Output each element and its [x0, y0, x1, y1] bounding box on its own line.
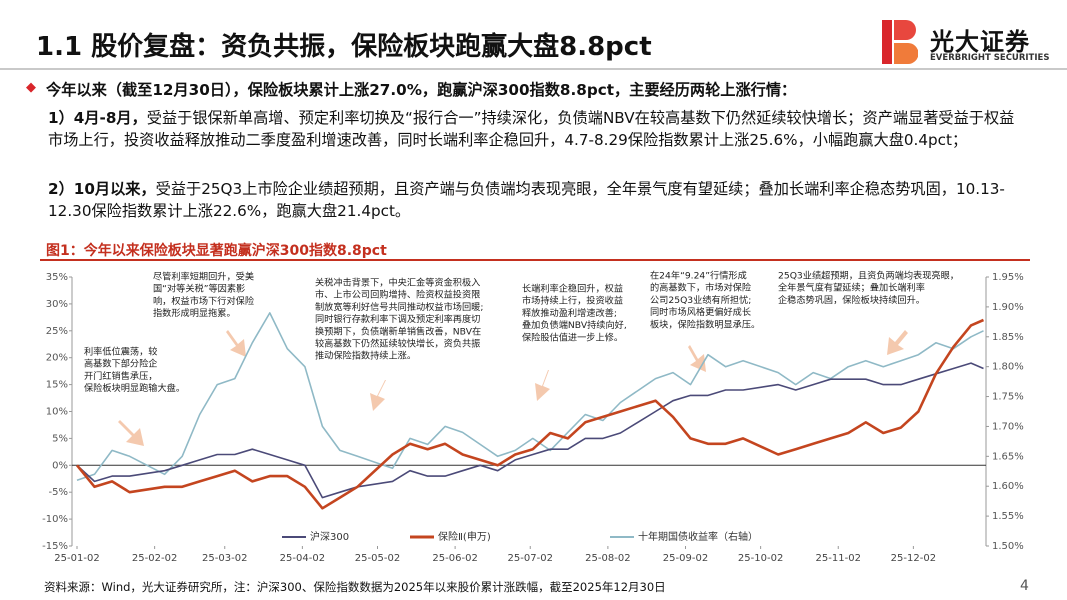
- x-tick-label: 25-11-02: [816, 553, 861, 564]
- paragraph-lead: 1）4月-8月，: [48, 109, 147, 127]
- y2-tick-label: 1.70%: [992, 421, 1024, 432]
- x-tick-label: 25-09-02: [663, 553, 708, 564]
- annotation: 企稳态势巩固，保险板块持续回升。: [778, 294, 925, 306]
- y2-tick-label: 1.95%: [992, 272, 1024, 283]
- y2-tick-label: 1.80%: [992, 362, 1024, 373]
- annotation: 开门红销售承压，: [84, 370, 158, 382]
- bullet-text: 今年以来（截至12月30日），保险板块累计上涨27.0%，跑赢沪深300指数8.…: [46, 81, 797, 99]
- caption-rule: [40, 259, 1030, 261]
- annotation: 市场持续上行，投资收益: [522, 295, 623, 307]
- source-note: 资料来源：Wind，光大证券研究所，注：沪深300、保险指数数据为2025年以来…: [44, 580, 666, 594]
- annotation: 制放宽等利好信号共同推动权益市场回暖;: [315, 301, 483, 313]
- figure-caption: 图1：今年以来保险板块显著跑赢沪深300指数8.8pct: [46, 243, 387, 259]
- x-tick-label: 25-05-02: [355, 553, 400, 564]
- slide-title: 1.1 股价复盘：资负共振，保险板块跑赢大盘8.8pct: [36, 32, 652, 62]
- legend-label: 保险Ⅱ(申万): [438, 530, 491, 543]
- annotation: 关税冲击背景下，中央汇金等资金积极入: [315, 277, 480, 289]
- y-tick-label: 5%: [52, 433, 68, 444]
- annotation: 释放推动盈利增速改善;: [522, 307, 617, 319]
- y-tick-label: 25%: [46, 326, 68, 337]
- paragraph-lead: 2）10月以来，: [48, 180, 156, 198]
- annotation: 全年景气度有望延续；叠加长端利率: [778, 282, 925, 294]
- annotation: 尽管利率短期回升，受美: [153, 271, 254, 283]
- annotation: 国“对等关税”等因素影: [153, 283, 245, 295]
- x-tick-label: 25-10-02: [738, 553, 783, 564]
- annotation: 长端利率企稳回升，权益: [522, 283, 623, 295]
- y-tick-label: 0%: [52, 460, 68, 471]
- logo-subtext: EVERBRIGHT SECURITIES: [930, 53, 1050, 63]
- y-tick-label: 30%: [46, 299, 68, 310]
- annotation: 在24年“9.24”行情形成: [650, 270, 747, 282]
- x-tick-label: 25-04-02: [280, 553, 325, 564]
- annotation: 25Q3业绩超预期，且资负两端均表现亮眼，: [778, 270, 959, 282]
- x-tick-label: 25-06-02: [432, 553, 477, 564]
- annotation: 利率低位震荡，较: [84, 346, 158, 358]
- x-tick-label: 25-02-02: [132, 553, 177, 564]
- legend-label: 沪深300: [310, 530, 349, 543]
- y2-tick-label: 1.65%: [992, 451, 1024, 462]
- annotation: 公司25Q3业绩有所担忧;: [650, 294, 751, 306]
- y2-tick-label: 1.60%: [992, 481, 1024, 492]
- annotation: 指数形成明显拖累。: [153, 307, 236, 319]
- series-line: [76, 362, 984, 499]
- series-line: [75, 318, 985, 510]
- annotation: 换预期下，负债端新单销售改善，NBV在: [315, 325, 481, 337]
- annotation: 同时银行存款利率下调及预定利率再度切: [315, 313, 480, 325]
- series-line: [76, 312, 984, 481]
- annotation: 市、上市公司回购增持、险资权益投资限: [315, 289, 480, 301]
- y-tick-label: 10%: [46, 407, 68, 418]
- annotation: 较高基数下仍然延续较快增长，资负共振: [315, 338, 480, 350]
- logo-mark: [882, 20, 918, 64]
- y-tick-label: -10%: [42, 514, 68, 525]
- x-tick-label: 25-08-02: [585, 553, 630, 564]
- annotation: 高基数下部分险企: [84, 358, 158, 370]
- x-tick-label: 25-12-02: [891, 553, 936, 564]
- y-tick-label: -5%: [49, 487, 68, 498]
- y-tick-label: 15%: [46, 380, 68, 391]
- page-number: 4: [1020, 578, 1029, 594]
- title-rule: [0, 68, 1067, 70]
- annotation: 的高基数下，市场对保险: [650, 282, 751, 294]
- bullet-icon: ◆: [26, 80, 36, 95]
- y2-tick-label: 1.55%: [992, 511, 1024, 522]
- y2-tick-label: 1.85%: [992, 332, 1024, 343]
- annotation: 叠加负债端NBV持续向好,: [522, 319, 627, 331]
- annotation: 保险股估值进一步上修。: [522, 331, 623, 343]
- paragraph: 2）10月以来，受益于25Q3上市险企业绩超预期，且资产端与负债端均表现亮眼，全…: [48, 178, 1026, 222]
- paragraph: 1）4月-8月，受益于银保新单高增、预定利率切换及“报行合一”持续深化，负债端N…: [48, 107, 1026, 151]
- annotation: 响，权益市场下行对保险: [153, 295, 254, 307]
- x-tick-label: 25-01-02: [54, 553, 99, 564]
- legend-label: 十年期国债收益率（右轴）: [638, 530, 758, 543]
- y-tick-label: -15%: [42, 541, 68, 552]
- annotation: 同时市场风格更偏好成长: [650, 306, 751, 318]
- y2-tick-label: 1.90%: [992, 302, 1024, 313]
- annotation: 保险板块明显跑输大盘。: [84, 382, 185, 394]
- y-tick-label: 35%: [46, 272, 68, 283]
- x-tick-label: 25-07-02: [508, 553, 553, 564]
- annotation: 板块，保险指数明显承压。: [650, 318, 760, 330]
- y2-tick-label: 1.50%: [992, 541, 1024, 552]
- paragraph-text: 受益于银保新单高增、预定利率切换及“报行合一”持续深化，负债端NBV在较高基数下…: [48, 109, 1015, 149]
- y2-tick-label: 1.75%: [992, 392, 1024, 403]
- annotation: 推动保险指数持续上涨。: [315, 350, 416, 362]
- logo-text: 光大证券: [930, 28, 1030, 56]
- y-tick-label: 20%: [46, 353, 68, 364]
- paragraph-text: 受益于25Q3上市险企业绩超预期，且资产端与负债端均表现亮眼，全年景气度有望延续…: [48, 180, 1005, 220]
- x-tick-label: 25-03-02: [202, 553, 247, 564]
